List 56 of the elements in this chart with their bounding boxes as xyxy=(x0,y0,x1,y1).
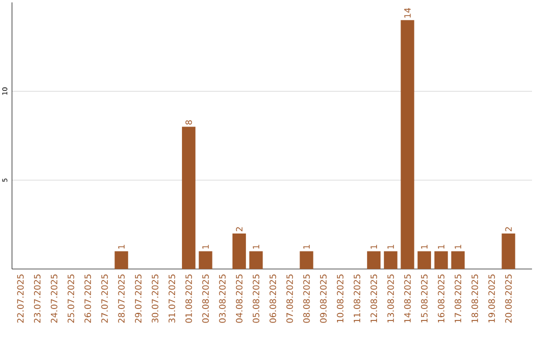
x-tick-label: 06.08.2025 xyxy=(270,274,276,323)
x-tick-label: 27.07.2025 xyxy=(101,274,108,323)
bar xyxy=(434,251,448,269)
bar xyxy=(300,251,314,269)
data-label: 1 xyxy=(370,244,377,249)
x-tick-label: 11.08.2025 xyxy=(354,274,360,322)
x-tick-label: 19.08.2025 xyxy=(488,274,495,322)
x-tick-label: 29.07.2025 xyxy=(134,274,142,323)
x-tick-label: 12.08.2025 xyxy=(370,274,378,322)
bar xyxy=(418,251,432,269)
data-label: 1 xyxy=(118,244,125,249)
data-label: 1 xyxy=(421,244,428,249)
x-tick-label: 04.08.2025 xyxy=(236,274,242,323)
x-tick-label: 15.08.2025 xyxy=(421,274,428,322)
bar xyxy=(451,251,465,269)
x-tick-label: 20.08.2025 xyxy=(505,274,512,323)
bar xyxy=(400,20,414,269)
bar xyxy=(114,251,128,269)
x-tick-label: 24.07.2025 xyxy=(50,274,58,323)
data-label: 1 xyxy=(387,244,394,249)
x-tick-label: 30.07.2025 xyxy=(152,274,158,323)
data-label: 2 xyxy=(236,227,242,232)
data-label: 1 xyxy=(303,244,310,249)
bar xyxy=(182,126,196,269)
x-tick-label: 18.08.2025 xyxy=(472,274,478,322)
bar xyxy=(367,251,381,269)
x-tick-label: 22.07.2025 xyxy=(17,274,24,323)
bar xyxy=(198,251,212,269)
data-label: 1 xyxy=(252,244,260,249)
x-tick-label: 14.08.2025 xyxy=(404,274,411,322)
x-tick-label: 02.08.2025 xyxy=(202,274,209,323)
x-tick-label: 10.08.2025 xyxy=(336,274,344,322)
x-tick-label: 07.08.2025 xyxy=(286,274,293,323)
x-tick-label: 13.08.2025 xyxy=(387,274,394,322)
bar xyxy=(502,233,516,269)
x-tick-label: 03.08.2025 xyxy=(219,274,226,323)
x-tick-label: 17.08.2025 xyxy=(454,274,462,322)
data-label: 8 xyxy=(185,120,192,125)
data-label: 1 xyxy=(202,244,209,249)
x-tick-label: 09.08.2025 xyxy=(320,274,327,323)
data-label: 1 xyxy=(454,244,462,249)
x-tick-label: 08.08.2025 xyxy=(303,274,310,323)
data-label: 1 xyxy=(438,244,444,249)
x-tick-label: 26.07.2025 xyxy=(84,274,92,323)
x-tick-label: 01.08.2025 xyxy=(185,274,192,323)
x-tick-label: 23.07.2025 xyxy=(34,274,41,323)
data-label: 2 xyxy=(505,227,512,232)
bar xyxy=(249,251,263,269)
x-tick-label: 16.08.2025 xyxy=(438,274,444,322)
bar xyxy=(384,251,398,269)
bar xyxy=(232,233,246,269)
x-tick-label: 28.07.2025 xyxy=(118,274,125,323)
data-label: 14 xyxy=(404,8,411,18)
x-tick-label: 05.08.2025 xyxy=(252,274,260,323)
x-tick-label: 25.07.2025 xyxy=(68,274,74,323)
x-tick-label: 31.07.2025 xyxy=(168,274,176,323)
